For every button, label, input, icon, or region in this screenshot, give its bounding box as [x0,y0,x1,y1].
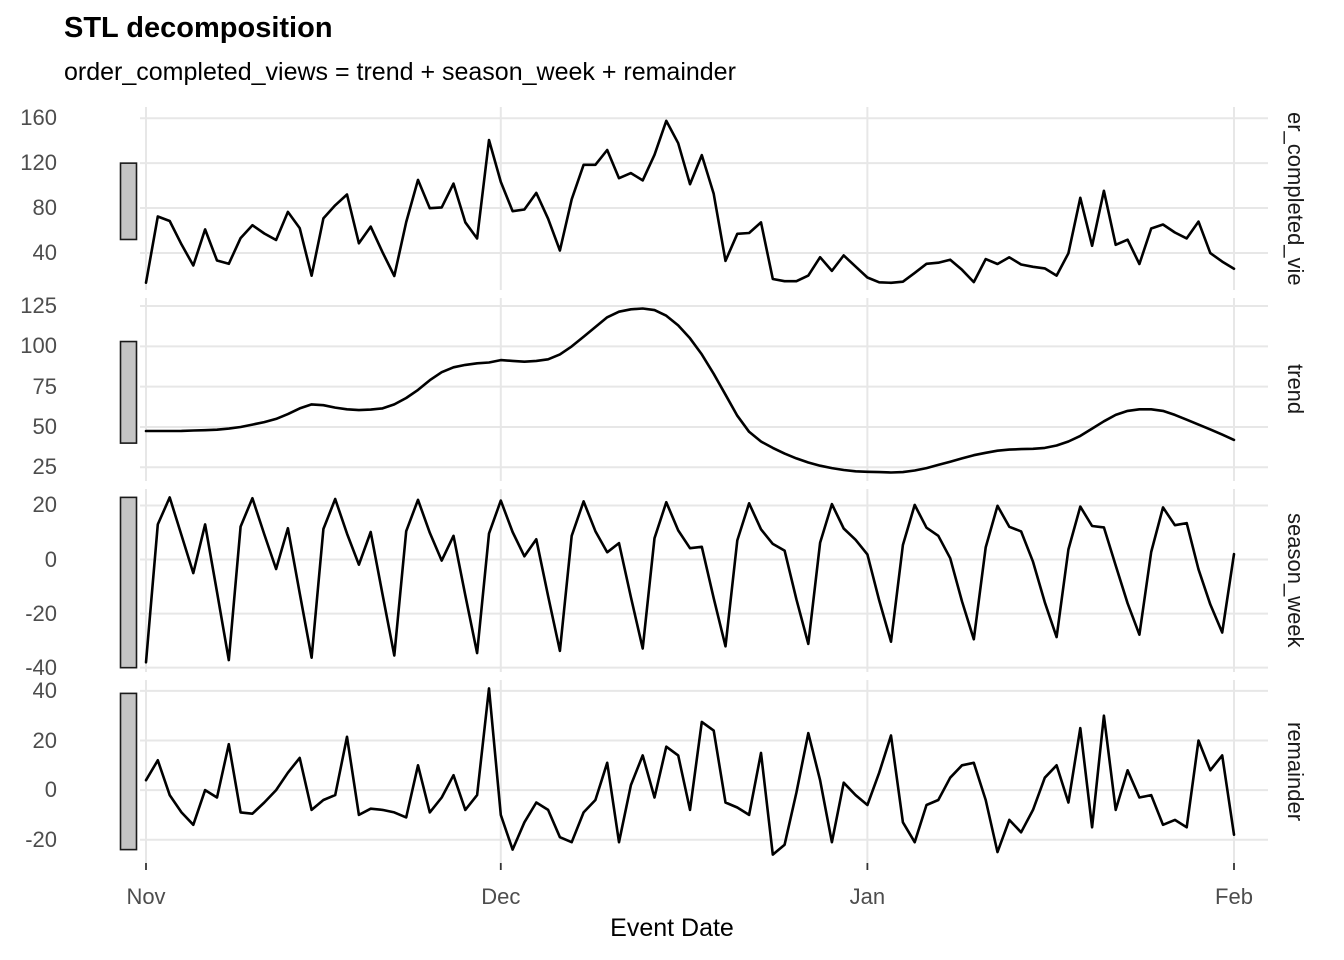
y-tick-label: 40 [32,239,57,265]
x-tick-label: Nov [126,884,166,909]
scale-bar [119,340,138,444]
strip-label-season-week: season_week [1283,513,1308,648]
chart-subtitle: order_completed_views = trend + season_w… [64,58,736,86]
x-tick-label: Dec [481,884,521,909]
y-tick-label: 0 [44,546,57,572]
y-tick-label: 25 [32,454,57,480]
y-tick-label: 40 [32,677,57,703]
y-tick-label: -20 [25,600,57,626]
y-tick-label: 120 [20,150,57,176]
scale-bar [119,162,138,241]
y-tick-label: 50 [32,413,57,439]
y-tick-label: -20 [25,826,57,852]
strip-label-remainder: remainder [1283,721,1308,822]
er_completed_vie-line [144,119,1236,285]
y-tick-label: 20 [32,492,57,518]
y-tick-label: 100 [20,333,57,359]
x-tick-label: Feb [1215,884,1253,909]
chart-title: STL decomposition [64,12,333,44]
y-tick-label: -40 [25,654,57,680]
scale-bar [119,692,138,851]
y-tick-label: 80 [32,195,57,221]
y-tick-label: 0 [44,777,57,803]
x-axis-title: Event Date [610,914,734,942]
strip-label-trend: trend [1283,364,1308,415]
y-tick-label: 160 [20,105,57,131]
y-tick-label: 20 [32,727,57,753]
x-tick-label: Jan [849,884,886,909]
trend-line [144,307,1236,474]
y-tick-label: 75 [32,373,57,399]
y-tick-label: 125 [20,293,57,319]
season_week-line [144,496,1236,664]
strip-label-observed: er_completed_vie [1283,111,1308,286]
scale-bar [119,496,138,669]
remainder-line [144,687,1236,856]
